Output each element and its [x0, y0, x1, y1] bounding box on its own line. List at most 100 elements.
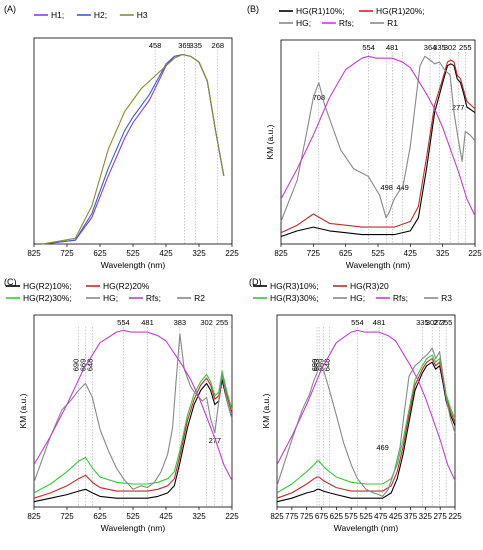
x-tick-label: 225: [468, 249, 482, 258]
peak-annotation: 364: [424, 43, 437, 52]
panel-a: (A) 825 725 625 525 425 325 225 Wavelength (nm) 4…: [0, 0, 240, 275]
peak-annotation: 255: [216, 318, 229, 327]
peak-annotation: 383: [174, 318, 187, 327]
x-tick-label: 375: [404, 512, 418, 521]
legend-entry: HG;: [103, 293, 118, 303]
peak-annotation: 554: [351, 318, 364, 327]
x-tick-label: 325: [436, 249, 450, 258]
x-tick-label: 725: [307, 249, 321, 258]
legend-entry: HG(R2)30%;: [23, 293, 72, 303]
x-tick-label: 675: [315, 512, 329, 521]
x-tick-label: 825: [274, 249, 288, 258]
peak-annotation: 481: [141, 318, 154, 327]
series-line: [42, 53, 225, 245]
chart-a: (A) 825 725 625 525 425 325 225 Wavelength (nm) 4…: [4, 4, 239, 270]
x-tick-label: 725: [60, 512, 74, 521]
x-tick-label: 225: [225, 249, 239, 258]
peak-annotation: 481: [373, 318, 386, 327]
legend-entry: Rfs;: [339, 18, 354, 28]
legend-entry: Rfs;: [146, 293, 161, 303]
series-line: [42, 53, 225, 245]
panel-label: (A): [4, 4, 16, 14]
x-tick-label: 525: [126, 249, 140, 258]
peak-annotation: 335: [416, 318, 429, 327]
series-line: [280, 55, 476, 222]
peak-annotation: 335: [433, 43, 446, 52]
peak-annotation: 648: [85, 359, 94, 372]
peak-annotation: 469: [376, 443, 389, 452]
series-line: [33, 333, 233, 490]
legend-entry: HG;: [296, 18, 311, 28]
x-axis-label: Wavelength (nm): [101, 523, 166, 533]
peak-annotation: 554: [362, 43, 375, 52]
x-tick-label: 425: [159, 512, 173, 521]
x-tick-label: 775: [285, 512, 299, 521]
legend-entry: HG(R3)20: [350, 281, 389, 291]
x-tick-label: 325: [192, 512, 206, 521]
peak-annotation: 302: [200, 318, 213, 327]
peak-annotation: 690: [72, 359, 81, 372]
peak-annotation: 335: [189, 41, 202, 50]
x-tick-label: 325: [192, 249, 206, 258]
panel-c: (C) 825 725 625 525 425 325 225 Wavelength (nm) K…: [0, 275, 240, 550]
x-tick-label: 575: [344, 512, 358, 521]
legend-entry: HG(R2)20%: [103, 281, 150, 291]
peak-annotation: 690: [310, 359, 319, 372]
series-line: [276, 347, 456, 497]
x-tick-label: 225: [225, 512, 239, 521]
panel-b: (B) 825 725 625 525 425 325 225 Wavelength (nm) K…: [243, 0, 483, 275]
peak-annotation: 498: [380, 183, 393, 192]
x-tick-label: 525: [371, 249, 385, 258]
peak-annotation: 669: [78, 359, 87, 372]
peak-annotation: 277: [433, 318, 446, 327]
peak-annotation: 369: [178, 41, 191, 50]
peak-annotation: 302: [426, 318, 439, 327]
x-tick-label: 825: [27, 249, 41, 258]
x-tick-label: 325: [419, 512, 433, 521]
y-axis-label: KM (a.u.): [18, 393, 28, 428]
x-axis-label: Wavelength (nm): [334, 523, 399, 533]
panel-label: (C): [4, 277, 17, 287]
y-axis-label: KM (a.u.): [261, 393, 271, 428]
x-tick-label: 525: [359, 512, 373, 521]
x-tick-label: 225: [448, 512, 462, 521]
series-line: [276, 354, 456, 494]
x-axis-label: Wavelength (nm): [346, 260, 411, 270]
x-tick-label: 625: [330, 512, 344, 521]
x-tick-label: 425: [159, 249, 173, 258]
peak-annotation: 268: [212, 41, 225, 50]
legend-entry: HG(R1)10%;: [296, 6, 345, 16]
peak-annotation: 683: [312, 359, 321, 372]
x-tick-label: 425: [404, 249, 418, 258]
series-line: [33, 329, 233, 481]
peak-annotation: 277: [209, 436, 222, 445]
series-line: [280, 55, 476, 217]
panel-label: (B): [247, 4, 259, 14]
peak-annotation: 255: [440, 318, 453, 327]
series-line: [276, 358, 456, 499]
legend-entry: Rfs;: [393, 293, 408, 303]
series-line: [33, 373, 233, 499]
legend-entry: R1: [387, 18, 398, 28]
series-line: [280, 63, 476, 238]
x-tick-label: 725: [300, 512, 314, 521]
x-tick-label: 825: [27, 512, 41, 521]
legend-entry: HG(R1)20%;: [376, 6, 425, 16]
legend-entry: H3: [137, 10, 148, 20]
x-tick-label: 825: [270, 512, 284, 521]
peak-annotation: 554: [117, 318, 130, 327]
series-line: [276, 329, 456, 481]
x-tick-label: 625: [339, 249, 353, 258]
series-line: [276, 361, 456, 503]
x-tick-label: 725: [60, 249, 74, 258]
x-tick-label: 525: [126, 512, 140, 521]
legend-entry: HG(R2)10%;: [23, 281, 72, 291]
series-line: [280, 59, 476, 234]
chart-d: (D)825 775 725 675 625 575 525 475 425 375 325 275 2…: [249, 277, 462, 533]
series-line: [33, 370, 233, 494]
x-tick-label: 425: [389, 512, 403, 521]
peak-annotation: 458: [149, 41, 162, 50]
peak-annotation: 708: [313, 93, 326, 102]
legend-entry: R2: [194, 293, 205, 303]
